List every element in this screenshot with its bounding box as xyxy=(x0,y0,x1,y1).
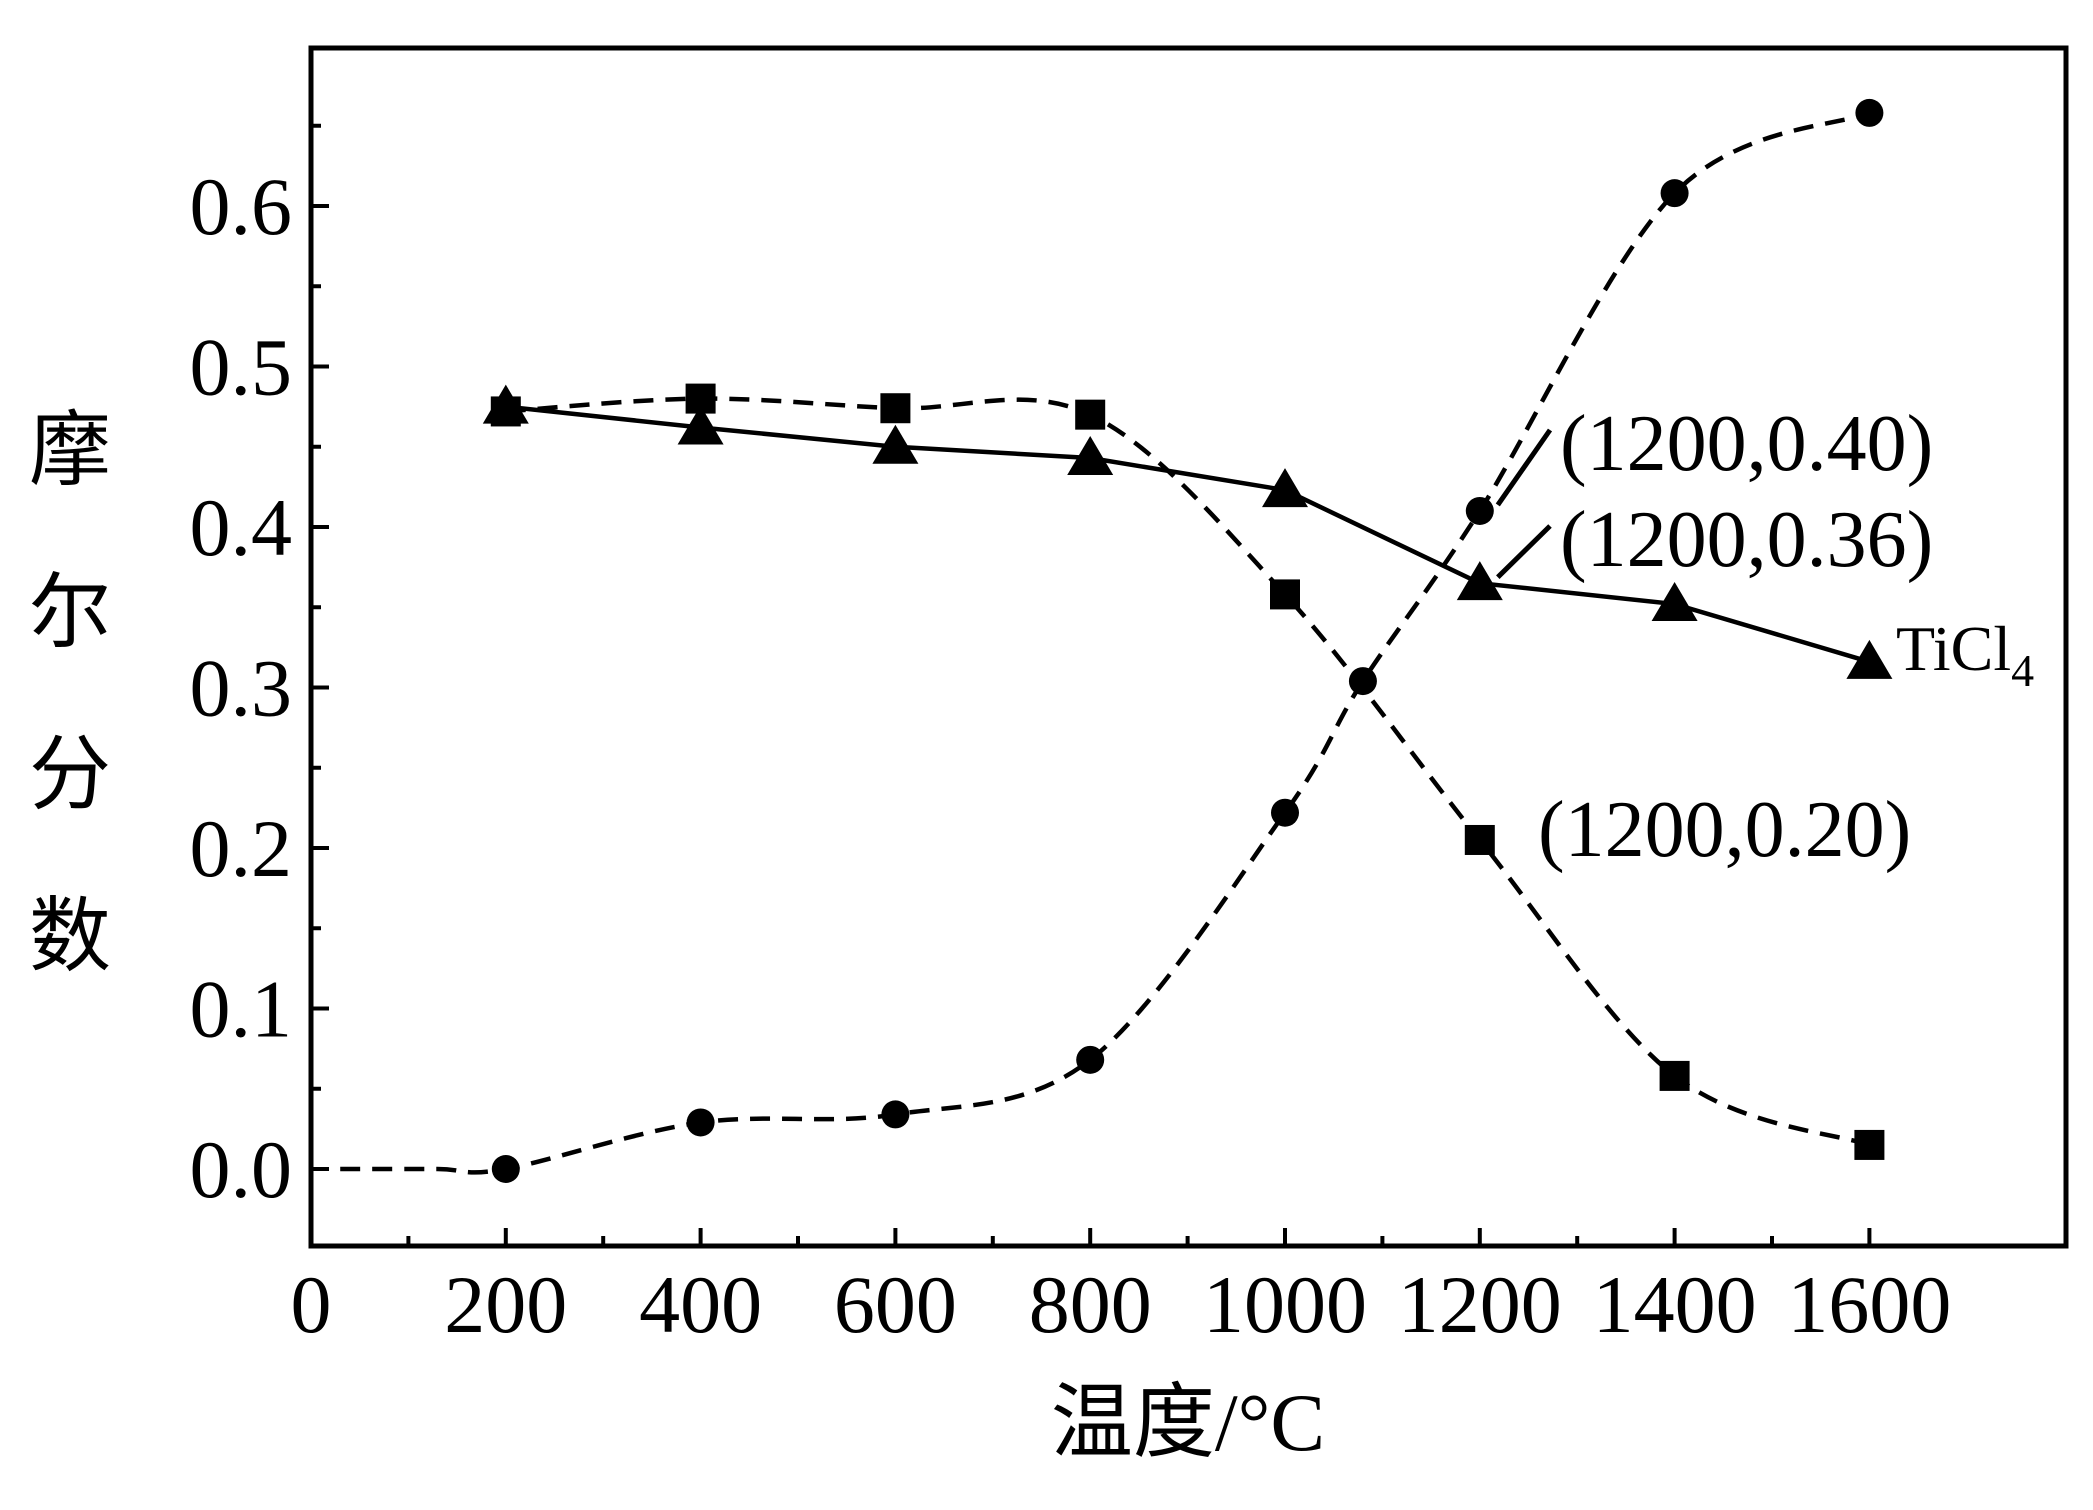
square-marker xyxy=(1854,1129,1885,1160)
series-label-ticl4: TiCl4 xyxy=(1896,613,2034,696)
y-tick-label: 0.0 xyxy=(190,1124,293,1215)
annotation-label: (1200,0.40) xyxy=(1560,400,1933,488)
series-label-subscript: 4 xyxy=(2011,645,2034,696)
series-line-2 xyxy=(340,110,1871,1175)
circle-marker xyxy=(1855,98,1884,127)
plot-frame xyxy=(308,45,2069,1249)
y-axis-title-char: 分 xyxy=(29,729,111,820)
triangle-marker xyxy=(1067,435,1114,475)
square-marker xyxy=(1464,824,1495,855)
square-marker xyxy=(685,383,716,414)
x-tick-label: 1400 xyxy=(1593,1259,1757,1350)
square-marker xyxy=(490,396,521,427)
x-tick-label: 1200 xyxy=(1398,1259,1562,1350)
y-tick-label: 0.2 xyxy=(190,803,293,894)
square-marker xyxy=(880,393,911,424)
y-tick-label: 0.3 xyxy=(190,643,293,734)
circle-marker xyxy=(491,1155,520,1183)
triangle-marker xyxy=(1262,468,1308,508)
circle-marker xyxy=(686,1108,715,1137)
triangle-marker xyxy=(1456,561,1503,601)
x-tick-label: 200 xyxy=(444,1259,567,1350)
x-tick-label: 0 xyxy=(291,1259,332,1350)
series-lines xyxy=(340,110,1871,1175)
x-tick-label: 1000 xyxy=(1203,1259,1367,1350)
y-tick-label: 0.1 xyxy=(190,964,293,1055)
circle-marker xyxy=(1465,496,1494,525)
annotations: (1200,0.40)(1200,0.36) (1200,0.20) xyxy=(1495,400,1933,874)
annotation-label: (1200,0.36) xyxy=(1560,496,1933,584)
square-marker xyxy=(1659,1060,1690,1091)
triangle-marker xyxy=(1846,639,1893,679)
y-axis-title-char: 数 xyxy=(29,891,111,982)
square-marker xyxy=(1075,399,1106,430)
series-markers xyxy=(482,98,1893,1183)
square-marker xyxy=(1270,579,1300,610)
y-axis-title-char: 摩 xyxy=(29,405,111,496)
x-tick-label: 400 xyxy=(639,1259,762,1350)
series-line-0 xyxy=(505,404,1871,664)
x-tick-label: 600 xyxy=(834,1259,957,1350)
circle-marker xyxy=(1271,798,1299,827)
series-line-1 xyxy=(505,396,1871,1148)
annotation-label: (1200,0.20) xyxy=(1538,786,1911,874)
y-axis-title: 摩 尔 分 数 xyxy=(29,405,111,982)
annotation-arrow xyxy=(1496,524,1552,579)
circle-marker xyxy=(1660,179,1689,208)
y-tick-label: 0.6 xyxy=(190,161,293,252)
triangle-marker xyxy=(872,424,919,464)
x-axis-title: 温度/°C xyxy=(1051,1377,1325,1468)
x-tick-label: 1600 xyxy=(1787,1259,1951,1350)
annotation-arrow xyxy=(1495,428,1553,507)
triangle-marker xyxy=(1651,582,1698,622)
triangle-marker xyxy=(677,405,724,445)
series-label-main: TiCl xyxy=(1896,613,2011,684)
y-tick-label: 0.5 xyxy=(190,322,293,413)
circle-marker xyxy=(1076,1045,1105,1074)
circle-marker xyxy=(1348,667,1377,696)
axis-ticks: 0 200 400 600 800 1000 1200 1400 1600 0.0 0.1 0.2 0.… xyxy=(190,123,1951,1350)
circle-marker xyxy=(881,1100,910,1129)
y-tick-label: 0.4 xyxy=(190,482,293,573)
x-tick-label: 800 xyxy=(1029,1259,1152,1350)
y-axis-title-char: 尔 xyxy=(29,567,111,658)
